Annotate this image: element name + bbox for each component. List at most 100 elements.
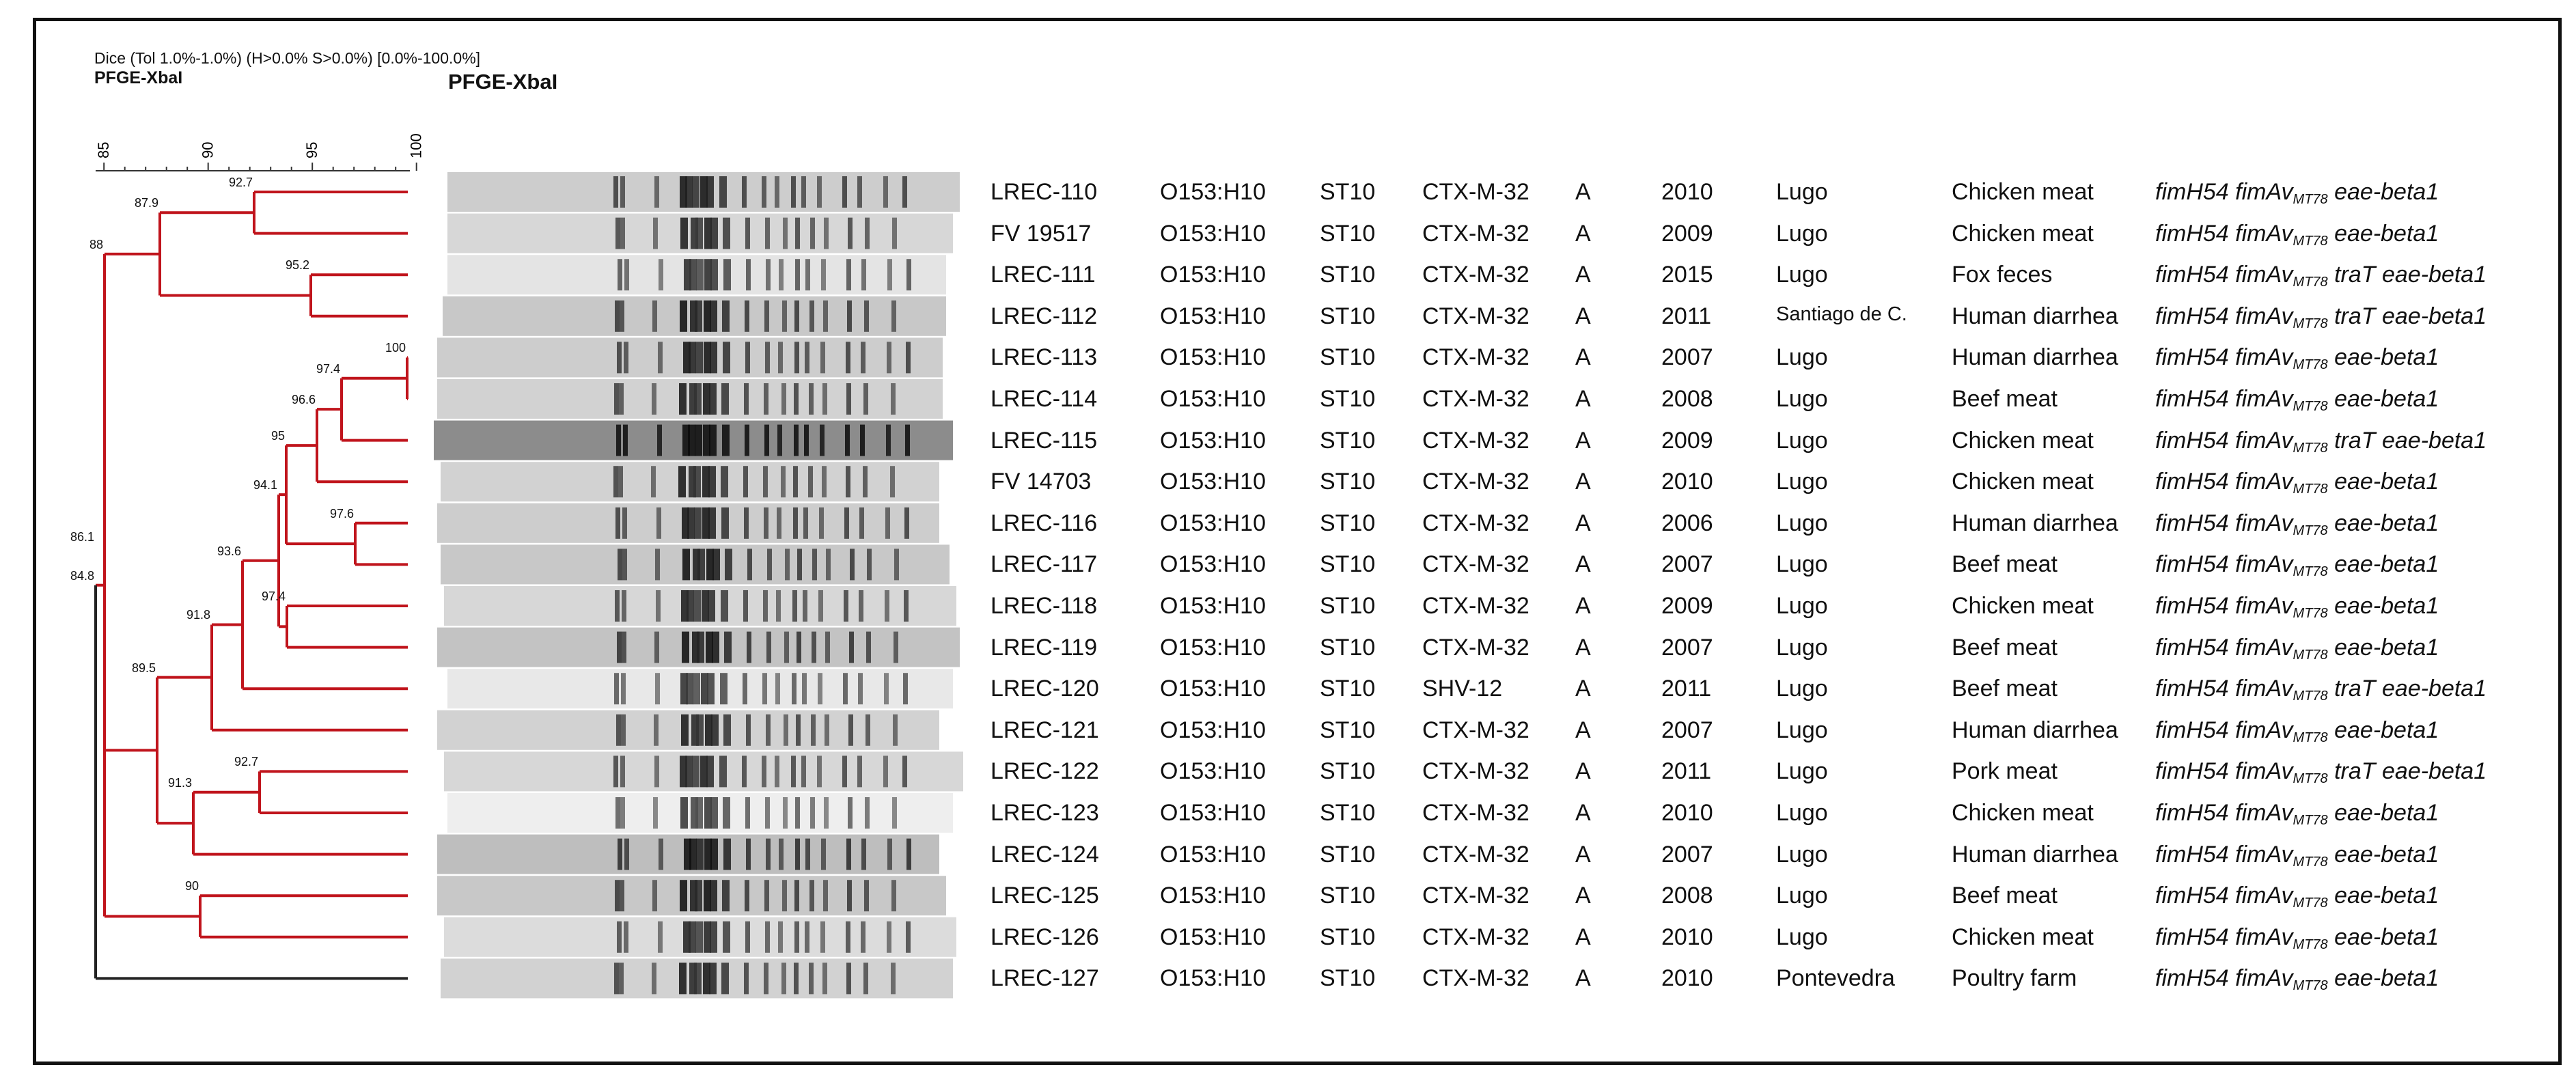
- esbl-cell: CTX-M-32: [1422, 634, 1529, 661]
- genes-prefix: fimH54 fimAv: [2155, 717, 2293, 743]
- node-similarity-label: 92.7: [228, 176, 253, 189]
- strain-cell: LREC-126: [991, 924, 1099, 950]
- location-cell: Lugo: [1776, 800, 1828, 826]
- strain-cell: LREC-127: [991, 965, 1099, 992]
- location-cell: Lugo: [1776, 469, 1828, 495]
- genes-subscript: MT78: [2293, 316, 2328, 331]
- phylogroup-cell: A: [1575, 427, 1591, 454]
- virulence-genes-cell: fimH54 fimAvMT78 eae-beta1: [2155, 594, 2439, 620]
- genes-prefix: fimH54 fimAv: [2155, 593, 2293, 619]
- st-cell: ST10: [1320, 469, 1376, 495]
- genes-prefix: fimH54 fimAv: [2155, 676, 2293, 702]
- source-cell: Chicken meat: [1952, 800, 2094, 826]
- virulence-genes-cell: fimH54 fimAvMT78 eae-beta1: [2155, 967, 2439, 993]
- node-similarity-label: 90: [184, 879, 199, 893]
- phylogroup-cell: A: [1575, 220, 1591, 247]
- strain-cell: LREC-120: [991, 676, 1099, 702]
- st-cell: ST10: [1320, 551, 1376, 578]
- phylogroup-cell: A: [1575, 344, 1591, 371]
- virulence-genes-cell: fimH54 fimAvMT78 eae-beta1: [2155, 719, 2439, 745]
- location-cell: Lugo: [1776, 262, 1828, 288]
- virulence-genes-cell: fimH54 fimAvMT78 eae-beta1: [2155, 801, 2439, 827]
- serotype-cell: O153:H10: [1160, 800, 1266, 826]
- source-cell: Fox feces: [1952, 262, 2053, 288]
- source-cell: Chicken meat: [1952, 469, 2094, 495]
- genes-subscript: MT78: [2293, 647, 2328, 663]
- genes-prefix: fimH54 fimAv: [2155, 262, 2293, 288]
- phylogroup-cell: A: [1575, 551, 1591, 578]
- dendrogram-title: PFGE-XbaI: [94, 68, 183, 87]
- source-cell: Chicken meat: [1952, 220, 2094, 247]
- year-cell: 2011: [1661, 758, 1712, 785]
- node-similarity-label: 100: [385, 341, 406, 355]
- esbl-cell: CTX-M-32: [1422, 841, 1529, 868]
- node-similarity-label: 86.1: [70, 530, 94, 544]
- genes-prefix: fimH54 fimAv: [2155, 510, 2293, 536]
- genes-subscript: MT78: [2293, 689, 2328, 704]
- genes-suffix: eae-beta1: [2327, 510, 2439, 536]
- location-cell: Lugo: [1776, 758, 1828, 785]
- phylogroup-cell: A: [1575, 924, 1591, 950]
- node-similarity-label: 91.3: [167, 775, 192, 790]
- esbl-cell: CTX-M-32: [1422, 262, 1529, 288]
- year-cell: 2009: [1661, 220, 1713, 247]
- esbl-cell: CTX-M-32: [1422, 717, 1529, 743]
- genes-prefix: fimH54 fimAv: [2155, 883, 2293, 909]
- serotype-cell: O153:H10: [1160, 841, 1266, 868]
- phylogroup-cell: A: [1575, 883, 1591, 909]
- location-cell: Lugo: [1776, 883, 1828, 909]
- node-similarity-label: 96.6: [291, 393, 316, 407]
- location-cell: Lugo: [1776, 717, 1828, 743]
- dice-header: Dice (Tol 1.0%-1.0%) (H>0.0% S>0.0%) [0.…: [94, 49, 481, 67]
- figure-frame: [33, 18, 2562, 1065]
- esbl-cell: SHV-12: [1422, 676, 1503, 702]
- strain-cell: LREC-118: [991, 593, 1098, 619]
- serotype-cell: O153:H10: [1160, 510, 1266, 536]
- location-cell: Lugo: [1776, 386, 1828, 412]
- source-cell: Human diarrhea: [1952, 510, 2118, 536]
- genes-subscript: MT78: [2293, 275, 2328, 290]
- year-cell: 2007: [1661, 717, 1713, 743]
- serotype-cell: O153:H10: [1160, 634, 1266, 661]
- strain-cell: LREC-112: [991, 303, 1098, 329]
- st-cell: ST10: [1320, 924, 1376, 950]
- node-similarity-label: 93.6: [217, 544, 241, 558]
- genes-subscript: MT78: [2293, 482, 2328, 497]
- serotype-cell: O153:H10: [1160, 924, 1266, 950]
- genes-subscript: MT78: [2293, 233, 2328, 249]
- genes-prefix: fimH54 fimAv: [2155, 924, 2293, 950]
- serotype-cell: O153:H10: [1160, 344, 1266, 371]
- node-similarity-label: 84.8: [70, 568, 94, 583]
- phylogroup-cell: A: [1575, 676, 1591, 702]
- node-similarity-label: 97.6: [329, 506, 354, 521]
- genes-prefix: fimH54 fimAv: [2155, 965, 2293, 992]
- genes-subscript: MT78: [2293, 606, 2328, 621]
- genes-subscript: MT78: [2293, 771, 2328, 787]
- year-cell: 2006: [1661, 510, 1713, 536]
- strain-cell: LREC-121: [991, 717, 1099, 743]
- genes-suffix: traT eae-beta1: [2327, 758, 2487, 785]
- virulence-genes-cell: fimH54 fimAvMT78 eae-beta1: [2155, 346, 2439, 372]
- year-cell: 2010: [1661, 965, 1713, 992]
- esbl-cell: CTX-M-32: [1422, 924, 1529, 950]
- location-cell: Lugo: [1776, 841, 1828, 868]
- location-cell: Lugo: [1776, 220, 1828, 247]
- serotype-cell: O153:H10: [1160, 386, 1266, 412]
- genes-subscript: MT78: [2293, 854, 2328, 870]
- esbl-cell: CTX-M-32: [1422, 883, 1529, 909]
- year-cell: 2011: [1661, 676, 1712, 702]
- strain-cell: LREC-114: [991, 386, 1098, 412]
- source-cell: Beef meat: [1952, 551, 2058, 578]
- phylogroup-cell: A: [1575, 758, 1591, 785]
- phylogroup-cell: A: [1575, 303, 1591, 329]
- st-cell: ST10: [1320, 800, 1376, 826]
- phylogroup-cell: A: [1575, 386, 1591, 412]
- strain-cell: LREC-117: [991, 551, 1098, 578]
- strain-cell: LREC-122: [991, 758, 1099, 785]
- serotype-cell: O153:H10: [1160, 676, 1266, 702]
- location-cell: Lugo: [1776, 924, 1828, 950]
- serotype-cell: O153:H10: [1160, 262, 1266, 288]
- genes-subscript: MT78: [2293, 896, 2328, 911]
- strain-cell: LREC-119: [991, 634, 1098, 661]
- phylogroup-cell: A: [1575, 262, 1591, 288]
